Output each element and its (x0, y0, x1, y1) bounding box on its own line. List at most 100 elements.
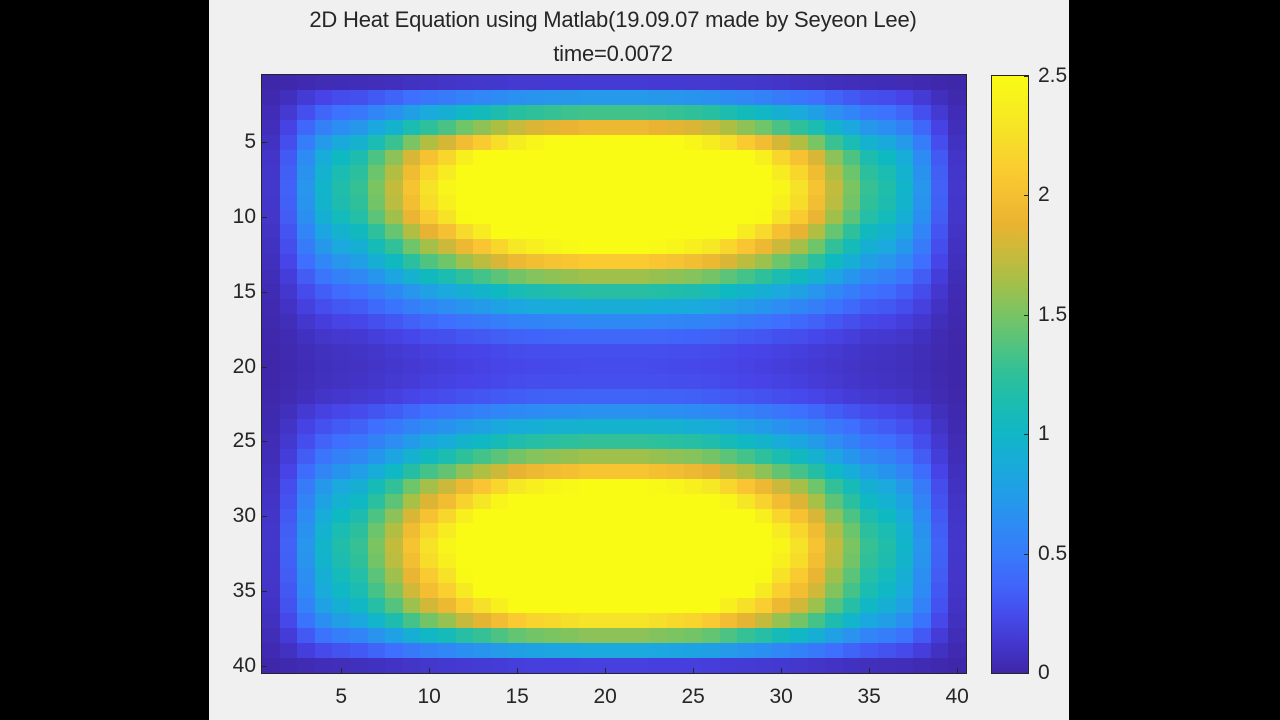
heatmap-cell (702, 658, 720, 673)
heatmap-cell (385, 628, 403, 644)
heatmap-cell (596, 628, 614, 644)
heatmap-cell (367, 628, 386, 644)
heatmap-cell (596, 209, 614, 225)
heatmap-cell (807, 568, 826, 584)
heatmap-cell (860, 523, 878, 539)
heatmap-cell (314, 418, 333, 434)
heatmap-cell (561, 89, 579, 105)
heatmap-cell (860, 329, 878, 345)
heatmap-cell (508, 613, 526, 629)
heatmap-cell (332, 89, 350, 105)
heatmap-cell (508, 523, 526, 539)
heatmap-cell (490, 299, 509, 315)
heatmap-cell (719, 119, 738, 135)
heatmap-cell (719, 89, 738, 105)
heatmap-cell (262, 448, 280, 464)
heatmap-cell (596, 583, 614, 599)
heatmap-cell (367, 493, 386, 509)
heatmap-cell (702, 643, 720, 659)
heatmap-cell (596, 134, 614, 150)
heatmap-cell (332, 119, 350, 135)
heatmap-cell (614, 149, 632, 165)
heatmap-cell (596, 403, 614, 419)
heatmap-cell (842, 284, 861, 300)
heatmap-cell (754, 224, 773, 240)
heatmap-cell (684, 598, 702, 614)
heatmap-cell (614, 75, 632, 90)
heatmap-cell (684, 628, 702, 644)
heatmap-cell (297, 149, 315, 165)
y-tick-label: 10 (232, 205, 256, 229)
heatmap-cell (490, 373, 509, 389)
heatmap-cell (684, 284, 702, 300)
heatmap-cell (614, 344, 632, 360)
heatmap-cell (684, 658, 702, 673)
heatmap-cell (737, 568, 755, 584)
heatmap-cell (737, 598, 755, 614)
heatmap-cell (666, 493, 685, 509)
heatmap-cell (596, 269, 614, 285)
heatmap-cell (578, 478, 597, 494)
heatmap-cell (702, 359, 720, 374)
heatmap-cell (684, 583, 702, 599)
heatmap-cell (438, 344, 456, 360)
heatmap-cell (684, 164, 702, 180)
heatmap-cell (279, 104, 298, 120)
heatmap-cell (420, 284, 438, 300)
heatmap-cell (614, 628, 632, 644)
heatmap-cell (631, 224, 650, 240)
heatmap-cell (631, 179, 650, 195)
heatmap-cell (402, 239, 421, 255)
heatmap-cell (842, 463, 861, 479)
heatmap-cell (350, 583, 368, 599)
heatmap-cell (526, 314, 544, 330)
heatmap-cell (455, 553, 474, 569)
heatmap-cell (402, 299, 421, 315)
heatmap-cell (279, 538, 298, 554)
heatmap-cell (455, 508, 474, 524)
heatmap-cell (543, 179, 562, 195)
heatmap-cell (473, 269, 491, 285)
heatmap-cell (666, 463, 685, 479)
heatmap-cell (948, 344, 966, 360)
heatmap-cell (878, 179, 896, 195)
heatmap-cell (279, 433, 298, 449)
heatmap-cell (402, 568, 421, 584)
heatmap-cell (262, 89, 280, 105)
heatmap-cell (825, 194, 843, 210)
x-tick-mark (869, 668, 871, 673)
heatmap-cell (526, 104, 544, 120)
heatmap-cell (508, 164, 526, 180)
heatmap-cell (754, 239, 773, 255)
heatmap-cell (913, 239, 931, 255)
heatmap-cell (948, 463, 966, 479)
heatmap-cell (895, 433, 914, 449)
heatmap-cell (385, 373, 403, 389)
heatmap-cell (402, 254, 421, 270)
heatmap-cell (631, 523, 650, 539)
heatmap-cell (543, 643, 562, 659)
heatmap-cell (878, 628, 896, 644)
heatmap-cell (596, 329, 614, 345)
heatmap-cell (543, 478, 562, 494)
heatmap-cell (526, 373, 544, 389)
heatmap-cell (543, 538, 562, 554)
heatmap-cell (825, 254, 843, 270)
heatmap-cell (455, 269, 474, 285)
heatmap-cell (666, 658, 685, 673)
heatmap-cell (385, 508, 403, 524)
heatmap-cell (649, 508, 667, 524)
heatmap-cell (754, 388, 773, 404)
heatmap-cell (262, 149, 280, 165)
heatmap-cell (332, 254, 350, 270)
heatmap-cell (367, 299, 386, 315)
heatmap-cell (790, 538, 808, 554)
heatmap-cell (438, 583, 456, 599)
heatmap-cell (526, 433, 544, 449)
heatmap-cell (930, 463, 949, 479)
heatmap-cell (490, 254, 509, 270)
heatmap-cell (913, 628, 931, 644)
heatmap-cell (614, 538, 632, 554)
heatmap-cell (614, 329, 632, 345)
heatmap-cell (614, 403, 632, 419)
